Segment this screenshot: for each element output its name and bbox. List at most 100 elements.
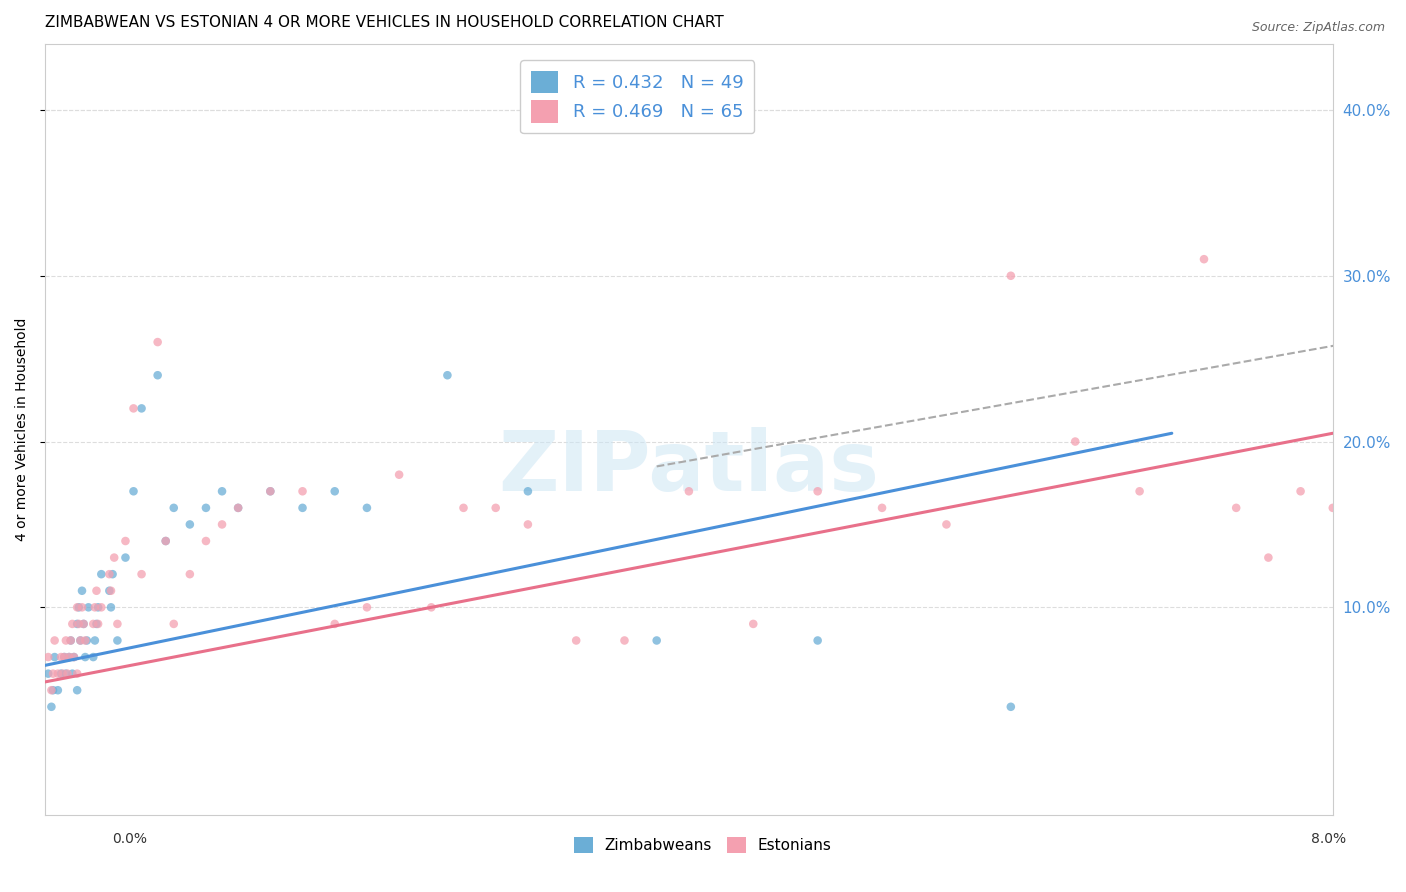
Point xyxy=(163,616,186,631)
Point xyxy=(82,616,104,631)
Point xyxy=(146,368,169,383)
Point xyxy=(107,633,129,648)
Point xyxy=(55,666,77,681)
Point xyxy=(60,666,83,681)
Point xyxy=(155,534,177,549)
Point xyxy=(870,500,893,515)
Point xyxy=(76,633,98,648)
Point xyxy=(100,600,122,615)
Point xyxy=(131,401,153,416)
Text: Source: ZipAtlas.com: Source: ZipAtlas.com xyxy=(1251,21,1385,34)
Point xyxy=(58,650,80,665)
Point xyxy=(67,616,90,631)
Point xyxy=(516,484,538,499)
Point xyxy=(70,583,93,598)
Point xyxy=(1225,500,1247,515)
Point xyxy=(63,650,86,665)
Point xyxy=(67,600,90,615)
Point xyxy=(807,633,830,648)
Point xyxy=(211,517,233,532)
Point xyxy=(226,500,249,515)
Point xyxy=(60,616,83,631)
Legend: Zimbabweans, Estonians: Zimbabweans, Estonians xyxy=(568,831,838,859)
Point xyxy=(86,616,108,631)
Point xyxy=(613,633,636,648)
Y-axis label: 4 or more Vehicles in Household: 4 or more Vehicles in Household xyxy=(15,318,30,541)
Point xyxy=(742,616,765,631)
Point xyxy=(41,699,63,714)
Point xyxy=(42,666,65,681)
Point xyxy=(211,484,233,499)
Point xyxy=(323,484,346,499)
Point xyxy=(436,368,458,383)
Point xyxy=(259,484,281,499)
Point xyxy=(485,500,508,515)
Point xyxy=(56,666,79,681)
Point xyxy=(75,633,97,648)
Point xyxy=(87,616,110,631)
Point xyxy=(53,650,76,665)
Point xyxy=(69,633,91,648)
Point xyxy=(86,583,108,598)
Point xyxy=(1289,484,1312,499)
Point xyxy=(58,650,80,665)
Point xyxy=(131,567,153,582)
Point xyxy=(87,600,110,615)
Point xyxy=(41,683,63,698)
Text: ZIMBABWEAN VS ESTONIAN 4 OR MORE VEHICLES IN HOUSEHOLD CORRELATION CHART: ZIMBABWEAN VS ESTONIAN 4 OR MORE VEHICLE… xyxy=(45,15,724,30)
Point xyxy=(1129,484,1152,499)
Point xyxy=(291,484,314,499)
Point xyxy=(83,633,105,648)
Point xyxy=(323,616,346,631)
Point xyxy=(291,500,314,515)
Point xyxy=(1192,252,1215,267)
Point xyxy=(114,534,136,549)
Point xyxy=(49,650,72,665)
Point xyxy=(388,467,411,482)
Point xyxy=(72,616,94,631)
Point xyxy=(63,650,86,665)
Point xyxy=(59,633,82,648)
Point xyxy=(42,683,65,698)
Point xyxy=(103,550,125,565)
Point xyxy=(69,633,91,648)
Point xyxy=(935,517,957,532)
Point xyxy=(356,600,378,615)
Point xyxy=(1257,550,1279,565)
Point xyxy=(259,484,281,499)
Point xyxy=(194,500,217,515)
Point xyxy=(1322,500,1344,515)
Point xyxy=(645,633,668,648)
Point xyxy=(46,683,69,698)
Point xyxy=(122,484,145,499)
Point xyxy=(356,500,378,515)
Point xyxy=(807,484,830,499)
Point xyxy=(226,500,249,515)
Point xyxy=(52,666,75,681)
Point xyxy=(66,666,89,681)
Point xyxy=(179,567,201,582)
Point xyxy=(37,650,59,665)
Point xyxy=(70,600,93,615)
Point xyxy=(100,583,122,598)
Text: 8.0%: 8.0% xyxy=(1312,832,1346,846)
Point xyxy=(453,500,475,515)
Point xyxy=(1354,186,1376,200)
Point xyxy=(44,650,66,665)
Point xyxy=(122,401,145,416)
Point xyxy=(72,616,94,631)
Point xyxy=(83,600,105,615)
Legend: R = 0.432   N = 49, R = 0.469   N = 65: R = 0.432 N = 49, R = 0.469 N = 65 xyxy=(520,61,755,133)
Point xyxy=(53,650,76,665)
Point xyxy=(37,666,59,681)
Point xyxy=(194,534,217,549)
Point xyxy=(44,633,66,648)
Point xyxy=(82,650,104,665)
Point xyxy=(77,600,100,615)
Point xyxy=(90,567,112,582)
Point xyxy=(163,500,186,515)
Point xyxy=(565,633,588,648)
Point xyxy=(75,650,97,665)
Point xyxy=(90,600,112,615)
Point xyxy=(420,600,443,615)
